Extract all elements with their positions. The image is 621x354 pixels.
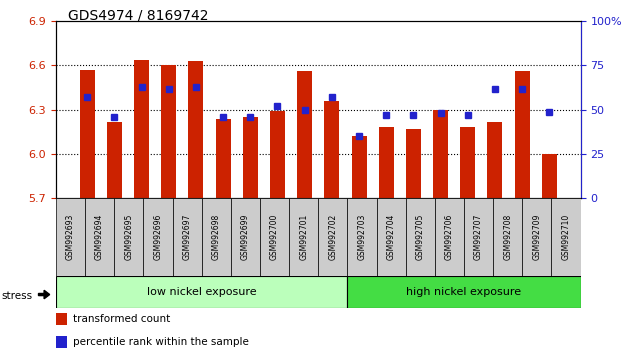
Bar <box>347 198 376 276</box>
Bar <box>161 65 176 198</box>
Bar <box>56 336 68 348</box>
Bar <box>231 198 260 276</box>
Text: GSM992694: GSM992694 <box>95 214 104 261</box>
Text: GSM992710: GSM992710 <box>561 214 571 260</box>
Bar <box>406 198 435 276</box>
Bar <box>143 198 173 276</box>
Bar <box>551 198 581 276</box>
Text: GSM992702: GSM992702 <box>329 214 337 260</box>
Text: GSM992695: GSM992695 <box>124 214 134 261</box>
Bar <box>376 198 406 276</box>
Text: GSM992696: GSM992696 <box>153 214 163 261</box>
Bar <box>487 121 502 198</box>
FancyBboxPatch shape <box>56 276 347 308</box>
Text: GSM992704: GSM992704 <box>387 214 396 261</box>
FancyBboxPatch shape <box>347 276 581 308</box>
Bar <box>351 136 366 198</box>
Text: GSM992706: GSM992706 <box>445 214 454 261</box>
Text: GSM992705: GSM992705 <box>416 214 425 261</box>
Bar <box>289 198 318 276</box>
Text: GSM992697: GSM992697 <box>183 214 191 261</box>
Bar <box>85 198 114 276</box>
Bar <box>270 111 285 198</box>
Bar <box>493 198 522 276</box>
Bar <box>188 61 204 198</box>
Bar <box>435 198 464 276</box>
Bar <box>324 101 339 198</box>
Text: GSM992709: GSM992709 <box>532 214 542 261</box>
Bar <box>114 198 143 276</box>
Bar <box>297 72 312 198</box>
Text: GSM992699: GSM992699 <box>241 214 250 261</box>
Bar <box>215 119 230 198</box>
Text: high nickel exposure: high nickel exposure <box>407 287 522 297</box>
Bar <box>56 198 85 276</box>
Bar <box>134 59 149 198</box>
Bar <box>464 198 493 276</box>
Bar <box>522 198 551 276</box>
Text: GSM992698: GSM992698 <box>212 214 220 260</box>
Text: GSM992703: GSM992703 <box>358 214 366 261</box>
Text: stress: stress <box>2 291 33 301</box>
Bar <box>379 127 394 198</box>
Text: low nickel exposure: low nickel exposure <box>147 287 256 297</box>
Bar <box>56 313 68 325</box>
Bar <box>243 117 258 198</box>
Bar <box>79 70 94 198</box>
Bar <box>406 129 421 198</box>
Text: GSM992707: GSM992707 <box>474 214 483 261</box>
Text: GDS4974 / 8169742: GDS4974 / 8169742 <box>68 9 209 23</box>
Bar <box>515 72 530 198</box>
Text: GSM992701: GSM992701 <box>299 214 308 260</box>
Bar <box>542 154 557 198</box>
Bar <box>173 198 202 276</box>
Text: GSM992708: GSM992708 <box>503 214 512 260</box>
Text: GSM992700: GSM992700 <box>270 214 279 261</box>
Bar <box>318 198 347 276</box>
Bar <box>202 198 231 276</box>
Text: GSM992693: GSM992693 <box>66 214 75 261</box>
Bar <box>260 198 289 276</box>
Bar <box>107 121 122 198</box>
Text: transformed count: transformed count <box>73 314 170 324</box>
Text: percentile rank within the sample: percentile rank within the sample <box>73 337 248 347</box>
Bar <box>433 110 448 198</box>
Bar <box>460 127 475 198</box>
